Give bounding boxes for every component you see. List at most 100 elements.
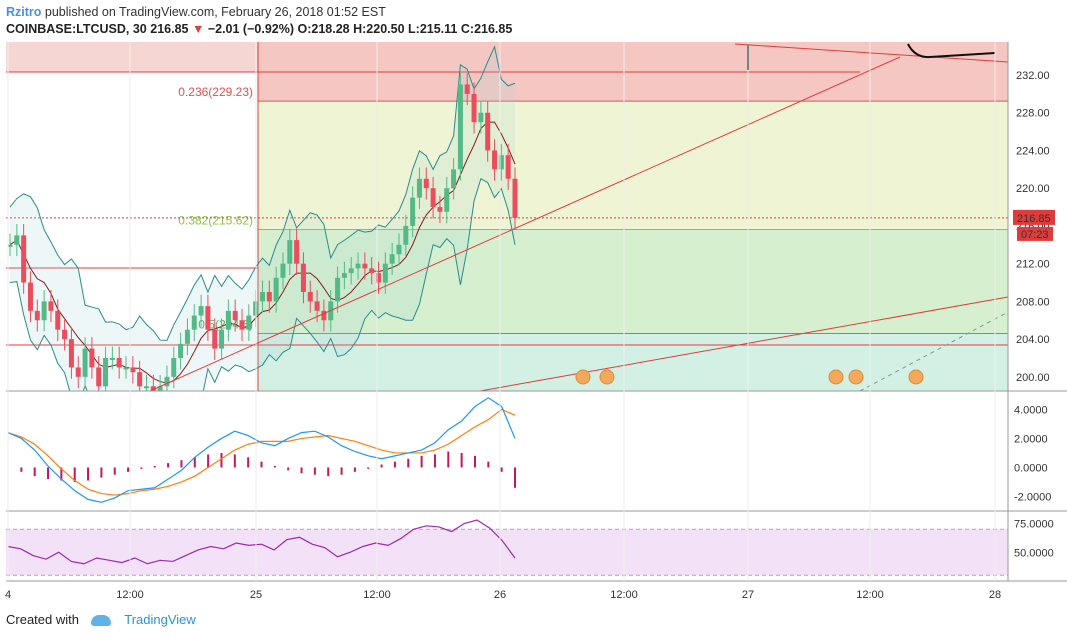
candle-49 [341,273,347,278]
candle-8 [62,329,68,340]
candle-33 [232,310,238,321]
trend-line-1 [479,296,1008,391]
axes: 232.00228.00224.00220.00216.00212.00208.… [5,42,1067,601]
tradingview-logo-icon[interactable] [90,615,111,627]
candle-6 [48,301,54,311]
macd-tick-1: 2.0000 [1014,433,1048,445]
candle-54 [376,273,382,283]
high-value: 220.50 [366,22,405,36]
candle-12 [89,348,95,368]
candle-65 [451,169,457,189]
fib-zone-left-top [6,42,258,72]
publish-line: Rzitro published on TradingView.com, Feb… [6,4,1006,21]
candle-64 [444,188,450,212]
candle-55 [382,263,388,283]
candle-11 [82,348,88,377]
macd-tick-2: 0.0000 [1014,462,1048,474]
price-tick-7: 204.00 [1016,334,1050,346]
price-tick-6: 208.00 [1016,296,1050,308]
time-tick-6: 27 [742,589,754,601]
candle-32 [225,310,231,330]
fib-zone-yellow [258,101,1008,230]
candle-5 [41,301,47,321]
bollinger-upper [9,45,516,341]
candle-4 [34,310,40,321]
candle-13 [96,367,102,387]
rsi-tick-1: 50.0000 [1014,547,1054,559]
time-tick-7: 12:00 [856,589,884,601]
candle-31 [219,329,225,349]
candle-50 [348,268,354,274]
candle-20 [143,386,149,389]
candle-28 [198,306,204,316]
time-tick-1: 12:00 [116,589,144,601]
candle-46 [321,310,327,321]
rsi-line [7,519,516,565]
candle-9 [68,339,74,368]
price-change: −2.01 (−0.92%) [207,22,294,36]
close-value: 216.85 [474,22,513,36]
candle-42 [294,240,300,264]
ohlc-line: COINBASE:LTCUSD, 30 216.85 ▼ −2.01 (−0.9… [6,22,513,36]
time-tick-8: 28 [989,589,1001,601]
candle-34 [239,320,245,330]
price-tick-3: 220.00 [1016,183,1050,195]
candle-53 [369,268,375,274]
bollinger-band-fill [10,46,515,391]
time-tick-4: 26 [494,589,506,601]
candle-10 [75,367,81,377]
candle-26 [184,329,190,344]
candle-19 [137,372,143,387]
candle-17 [123,367,129,370]
bollinger-lower [9,178,516,391]
candle-29 [205,306,211,330]
rsi-pane[interactable] [6,519,1008,576]
event-flag-icon-2 [828,369,844,385]
countdown-label: 07:23 [1021,229,1049,241]
symbol-label: COINBASE:LTCUSD, 30 [6,22,147,36]
published-text: published on TradingView.com, February 2… [44,5,386,19]
macd-signal-line [7,408,516,496]
candle-60 [416,178,422,198]
candle-37 [260,291,265,302]
time-tick-5: 12:00 [610,589,638,601]
candle-62 [430,188,436,208]
price-pane[interactable]: 0.236(229.23)0.382(215.62)0.5(204.6) [6,42,1008,437]
candle-2 [21,235,27,283]
fib-label-0: 0.236(229.23) [178,85,253,99]
price-tick-0: 232.00 [1016,70,1050,82]
hand-drawn-path [907,43,996,59]
publisher-name[interactable]: Rzitro [6,5,42,19]
price-tick-1: 228.00 [1016,108,1050,120]
candle-70 [485,112,491,151]
candle-45 [314,301,320,311]
candle-1 [14,235,20,245]
trend-line-2 [734,43,1008,63]
tradingview-brand-link[interactable]: TradingView [124,612,196,627]
candle-58 [403,225,409,245]
event-flag-icon-4 [908,369,924,385]
candle-48 [335,277,341,302]
candle-18 [130,367,136,373]
event-flag-icon-1 [599,369,615,385]
rsi-band [6,529,1008,576]
last-price-label: 216.85 [1017,213,1051,225]
candle-21 [150,386,156,391]
macd-tick-3: -2.0000 [1014,491,1051,503]
macd-pane[interactable] [7,397,516,503]
trend-line-0 [149,56,901,391]
candle-73 [505,155,511,179]
candle-56 [389,254,395,264]
footer: Created with TradingView [6,612,196,627]
event-flag-icon-3 [848,369,864,385]
candle-30 [212,329,218,349]
candle-39 [273,277,279,302]
candle-52 [362,263,368,269]
candle-38 [266,291,272,302]
candle-43 [300,263,306,292]
candle-14 [103,357,109,387]
down-arrow-icon: ▼ [191,22,205,36]
candle-3 [27,282,33,311]
countdown-badge [1017,226,1053,241]
